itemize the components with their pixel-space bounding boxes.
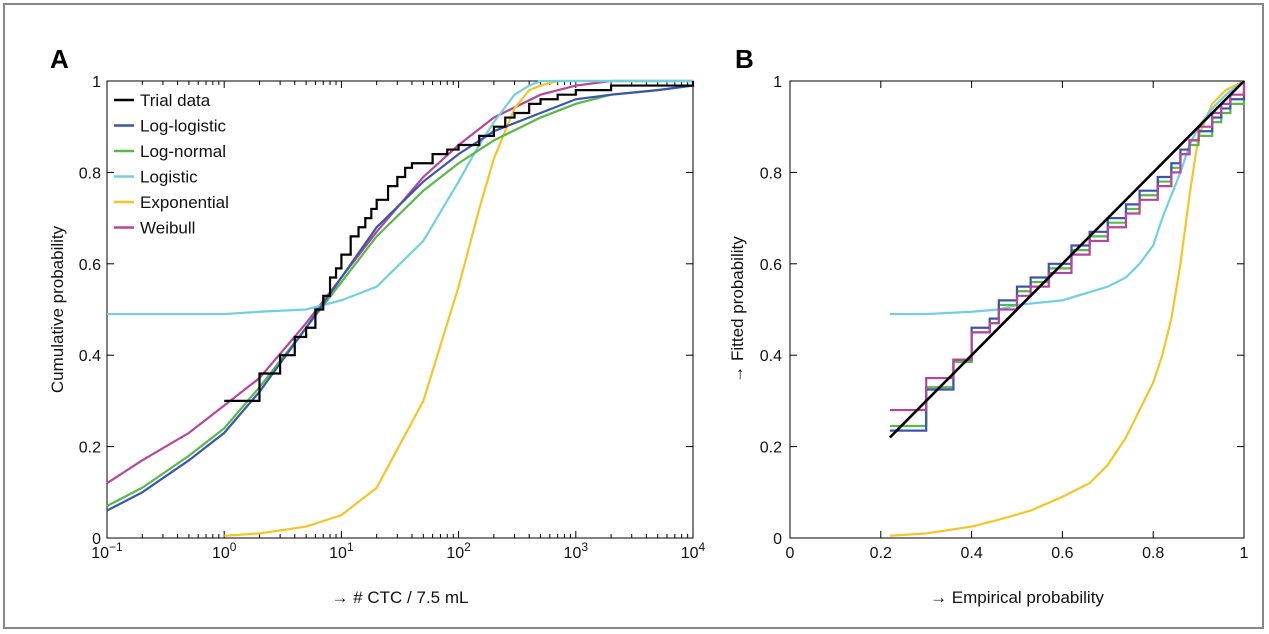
panel-a-y-tick-label: 1 [92,74,101,91]
panel-b-x-tick-label: 0 [786,545,795,562]
panel-b-series-4 [889,80,1245,537]
panel-a-x-tick-label: 104 [681,540,706,562]
legend-label: Trial data [140,91,211,110]
panel-a-x-tick-label: 101 [329,540,354,562]
panel-a-x-tick-label: 102 [446,540,471,562]
panel-a-y-tick-label: 0.4 [79,348,101,365]
panel-a-y-tick-label: 0.2 [79,440,101,457]
panel-a-series-log-normal [106,84,694,507]
panel-a-chart: 0 0.2 0.4 0.6 0.8 1 10−1 100 101 102 103 104 Trial … [48,74,706,607]
panel-a-y-tick-label: 0 [92,531,101,548]
panel-b-chart: 0 0.2 0.4 0.6 0.8 1 0 0.2 0.4 0.6 0.8 1 → Empirical… [728,74,1249,607]
panel-b-series [888,80,1246,537]
panel-a-series-trial-data [224,81,695,402]
panel-a-series [106,79,695,537]
panel-b-x-tick-label: 0.2 [870,545,892,562]
legend-label: Logistic [140,168,198,187]
panel-b-y-tick-label: 1 [773,74,782,91]
panel-b-ticks: 0 0.2 0.4 0.6 0.8 1 0 0.2 0.4 0.6 0.8 1 [760,74,1249,562]
panel-b-letter: B [735,44,754,74]
panel-a-x-tick-label: 10−1 [91,540,123,562]
panel-b-x-tick-label: 0.4 [960,545,982,562]
figure-frame [3,3,1264,629]
panel-a-ticks: 0 0.2 0.4 0.6 0.8 1 10−1 100 101 102 103 104 [79,74,706,562]
panel-b-axes-box [789,80,1245,539]
panel-a-axes-box [106,80,694,539]
panel-b-series-3 [889,80,1245,316]
panel-a-x-tick-label: 103 [564,540,589,562]
panel-b-x-tick-label: 1 [1240,545,1249,562]
panel-b-x-axis-label: → Empirical probability [930,588,1104,607]
panel-b-x-tick-label: 0.6 [1051,545,1073,562]
panel-b-y-axis-label: → Fitted probability [728,236,747,383]
panel-a-letter: A [50,44,69,74]
panel-a-y-axis-label: Cumulative probability [48,225,67,393]
panel-b-y-tick-label: 0 [773,531,782,548]
legend-label: Exponential [140,193,229,212]
panel-a-y-tick-label: 0.6 [79,257,101,274]
panel-b-y-tick-label: 0.2 [760,440,782,457]
legend-label: Log-logistic [140,117,226,136]
panel-b-y-tick-label: 0.8 [760,165,782,182]
panel-a-series-exponential [224,79,693,537]
panel-a-legend: Trial data Log-logistic Log-normal Logistic… [114,91,229,238]
legend-label: Weibull [140,219,195,238]
panel-a-x-axis-label: → # CTC / 7.5 mL [332,588,469,607]
panel-b-y-tick-label: 0.4 [760,348,782,365]
legend-label: Log-normal [140,142,226,161]
panel-b-series-5 [889,81,1246,412]
panel-b-y-tick-label: 0.6 [760,257,782,274]
panel-b-series-0 [888,80,1245,439]
panel-a-series-log-logistic [106,84,694,512]
panel-a-series-logistic [107,79,693,316]
panel-a-y-tick-label: 0.8 [79,165,101,182]
panel-a-x-tick-label: 100 [212,540,237,562]
panel-b-x-tick-label: 0.8 [1142,545,1164,562]
